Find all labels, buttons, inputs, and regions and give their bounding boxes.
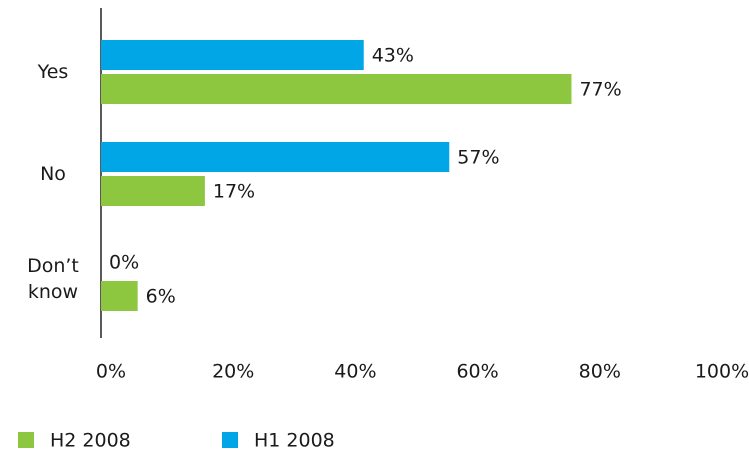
x-tick-label: 60% (456, 361, 498, 383)
bar (101, 74, 572, 104)
data-label: 77% (579, 79, 621, 101)
bar (101, 281, 138, 311)
x-tick-label: 100% (695, 361, 749, 383)
data-label: 0% (109, 252, 139, 274)
x-tick-label: 80% (579, 361, 621, 383)
x-tick-label: 0% (96, 361, 126, 383)
legend-label: H1 2008 (254, 430, 335, 452)
data-label: 17% (213, 181, 255, 203)
bar (101, 176, 205, 206)
legend-swatch (222, 432, 238, 448)
legend-label: H2 2008 (50, 430, 131, 452)
y-tick-label: Don’t know (27, 255, 79, 303)
x-tick-label: 40% (334, 361, 376, 383)
data-label: 6% (146, 286, 176, 308)
y-tick-label: Yes (37, 61, 69, 83)
data-label: 43% (372, 45, 414, 67)
bar (101, 142, 450, 172)
legend-swatch (18, 432, 34, 448)
data-label: 57% (457, 147, 499, 169)
y-tick-label: No (40, 163, 66, 185)
bar (101, 40, 364, 70)
x-tick-label: 20% (212, 361, 254, 383)
